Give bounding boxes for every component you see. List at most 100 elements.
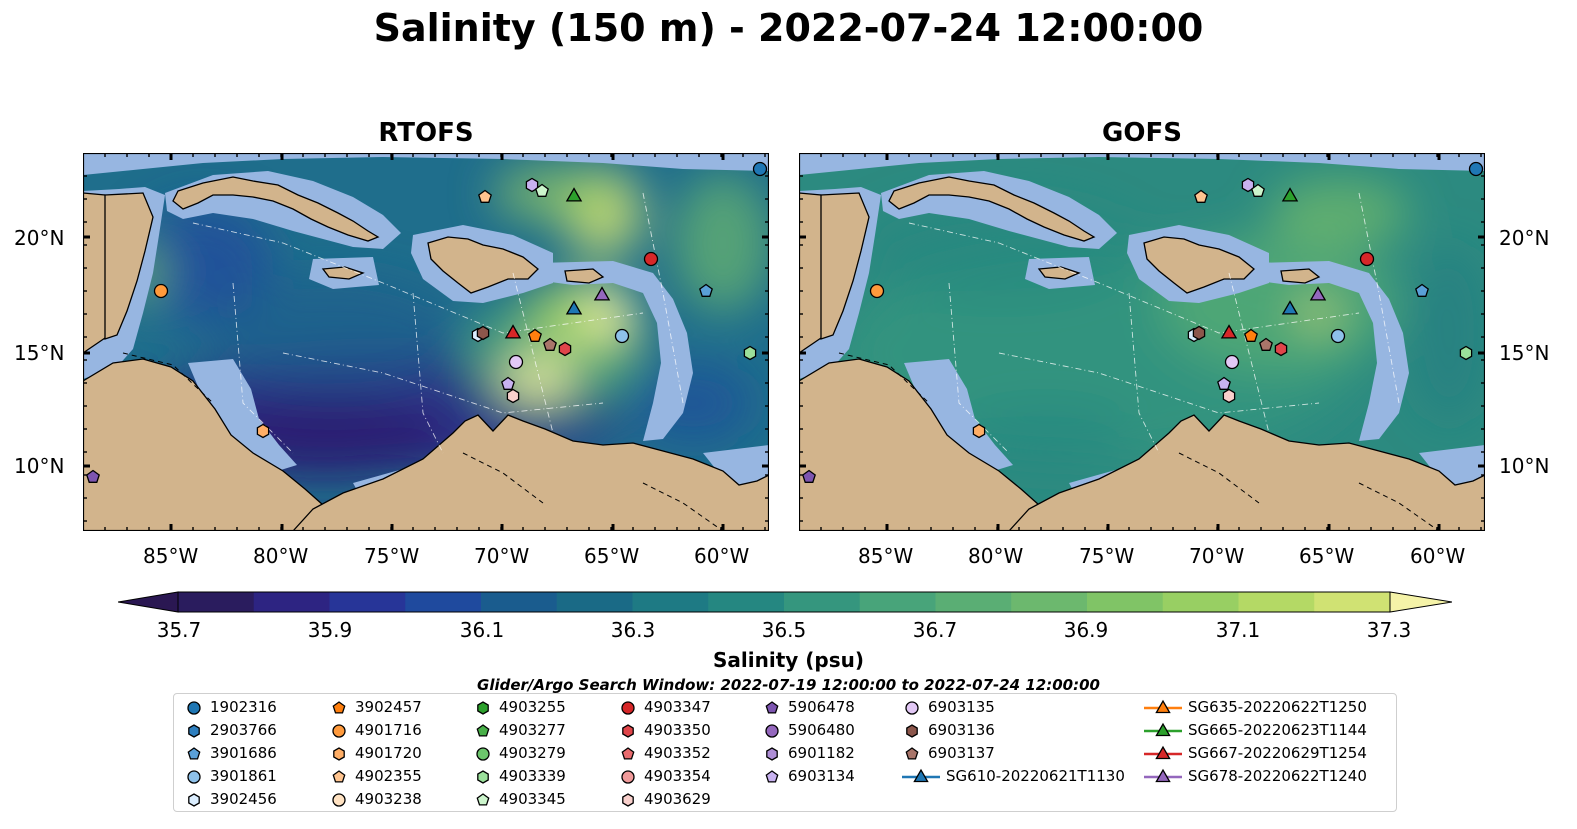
- legend-label: 4903279: [499, 744, 566, 762]
- colorbar-segment: [859, 592, 936, 612]
- land-samerica: [292, 414, 769, 531]
- circle-legend-icon: [332, 793, 346, 807]
- colorbar-segment: [632, 592, 709, 612]
- argo-float-marker: [1217, 376, 1231, 390]
- argo-float-marker: [802, 469, 816, 483]
- legend-label: 4902355: [355, 767, 422, 785]
- argo-float-marker: [525, 177, 539, 193]
- legend-entry: 1902316: [184, 697, 277, 717]
- legend-label: SG667-20220629T1254: [1188, 744, 1367, 762]
- legend-label: 3901861: [210, 767, 277, 785]
- pentagon-legend-icon: [476, 793, 490, 806]
- legend-entry: 6903135: [902, 697, 995, 717]
- legend-entry: 4903352: [618, 743, 711, 763]
- legend-entry: 4903629: [618, 789, 711, 809]
- glider-marker: [1281, 300, 1299, 315]
- legend-entry: 6901182: [762, 743, 855, 763]
- legend-label: SG635-20220622T1250: [1188, 698, 1367, 716]
- glider-legend-icon: [1144, 699, 1182, 714]
- glider-marker: [1309, 286, 1327, 301]
- colorbar-segment: [1087, 592, 1164, 612]
- legend-entry: 3902457: [329, 697, 422, 717]
- argo-float-marker: [743, 345, 757, 361]
- legend-entry: 5906480: [762, 720, 855, 740]
- legend-label: 6903136: [928, 721, 995, 739]
- legend-label: 3902456: [210, 790, 277, 808]
- hexagon-legend-icon: [477, 701, 489, 715]
- glider-legend-icon: [902, 768, 940, 783]
- argo-float-marker: [1459, 345, 1473, 361]
- colorbar-tick-36-3: 36.3: [610, 618, 656, 642]
- argo-float-marker: [501, 376, 515, 390]
- argo-float-marker: [535, 183, 549, 197]
- legend-entry: 4901716: [329, 720, 422, 740]
- lon-label-65w-right: 65°W: [1299, 544, 1355, 568]
- argo-float-marker: [1259, 337, 1273, 351]
- legend-label: SG678-20220622T1240: [1188, 767, 1367, 785]
- circle-legend-icon: [476, 747, 490, 761]
- argo-float-marker: [528, 328, 542, 342]
- lon-label-70w-left: 70°W: [474, 544, 530, 568]
- colorbar-segment: [556, 592, 633, 612]
- colorbar: [117, 590, 1453, 618]
- glider-marker: [565, 187, 583, 202]
- pentagon-legend-icon: [187, 747, 201, 760]
- glider-legend-icon: [1144, 722, 1182, 737]
- colorbar-segment: [1162, 592, 1239, 612]
- land-jamaica: [321, 266, 365, 280]
- colorbar-segment: [1011, 592, 1088, 612]
- legend-label: 6903135: [928, 698, 995, 716]
- argo-float-marker: [1415, 283, 1429, 297]
- argo-float-marker: [1222, 388, 1236, 404]
- legend-entry: 4903279: [473, 743, 566, 763]
- pentagon-legend-icon: [332, 701, 346, 714]
- hexagon-legend-icon: [622, 793, 634, 807]
- pentagon-legend-icon: [476, 724, 490, 737]
- argo-float-marker: [643, 251, 659, 267]
- pentagon-legend-icon: [765, 701, 779, 714]
- glider-marker: [1281, 187, 1299, 202]
- shallow-shelf: [904, 359, 1013, 473]
- colorbar-extend-high: [1389, 591, 1453, 613]
- land-pr: [564, 268, 605, 284]
- colorbar-tick-36-1: 36.1: [459, 618, 505, 642]
- glider-marker: [593, 286, 611, 301]
- lon-label-75w-left: 75°W: [364, 544, 420, 568]
- panel-title-gofs: GOFS: [1102, 118, 1182, 148]
- legend-entry: 4903347: [618, 697, 711, 717]
- argo-float-marker: [1194, 189, 1208, 203]
- land-pr: [1280, 268, 1321, 284]
- colorbar-tick-36-9: 36.9: [1063, 618, 1109, 642]
- lon-label-60w-right: 60°W: [1410, 544, 1466, 568]
- map-canvas-gofs: [798, 152, 1486, 532]
- shallow-shelf: [703, 445, 769, 493]
- land-jamaica: [1037, 266, 1081, 280]
- legend-entry: 4901720: [329, 743, 422, 763]
- colorbar-segment: [329, 592, 406, 612]
- glider-marker: [504, 324, 522, 339]
- argo-float-marker: [1468, 161, 1484, 177]
- hexagon-legend-icon: [333, 747, 345, 761]
- legend-entry: 3901686: [184, 743, 277, 763]
- argo-float-marker: [699, 283, 713, 297]
- land-hisp: [1143, 236, 1255, 294]
- legend-entry: 3902456: [184, 789, 277, 809]
- circle-legend-icon: [621, 701, 635, 715]
- colorbar-tick-37-3: 37.3: [1366, 618, 1412, 642]
- legend-entry: 5906478: [762, 697, 855, 717]
- colorbar-segment: [253, 592, 330, 612]
- lon-label-85w-left: 85°W: [143, 544, 199, 568]
- legend-label: 4903629: [644, 790, 711, 808]
- land-cuba: [888, 176, 1096, 242]
- shallow-shelf: [1419, 445, 1485, 493]
- panel-title-rtofs: RTOFS: [378, 118, 474, 148]
- argo-float-marker: [1244, 328, 1258, 342]
- legend-label: SG610-20220621T1130: [946, 767, 1125, 785]
- legend-entry: 2903766: [184, 720, 277, 740]
- lon-label-75w-right: 75°W: [1079, 544, 1135, 568]
- legend-entry: 4902355: [329, 766, 422, 786]
- legend-label: 4903345: [499, 790, 566, 808]
- colorbar-tick-35-9: 35.9: [307, 618, 353, 642]
- argo-float-marker: [476, 325, 490, 341]
- legend-label: 6903137: [928, 744, 995, 762]
